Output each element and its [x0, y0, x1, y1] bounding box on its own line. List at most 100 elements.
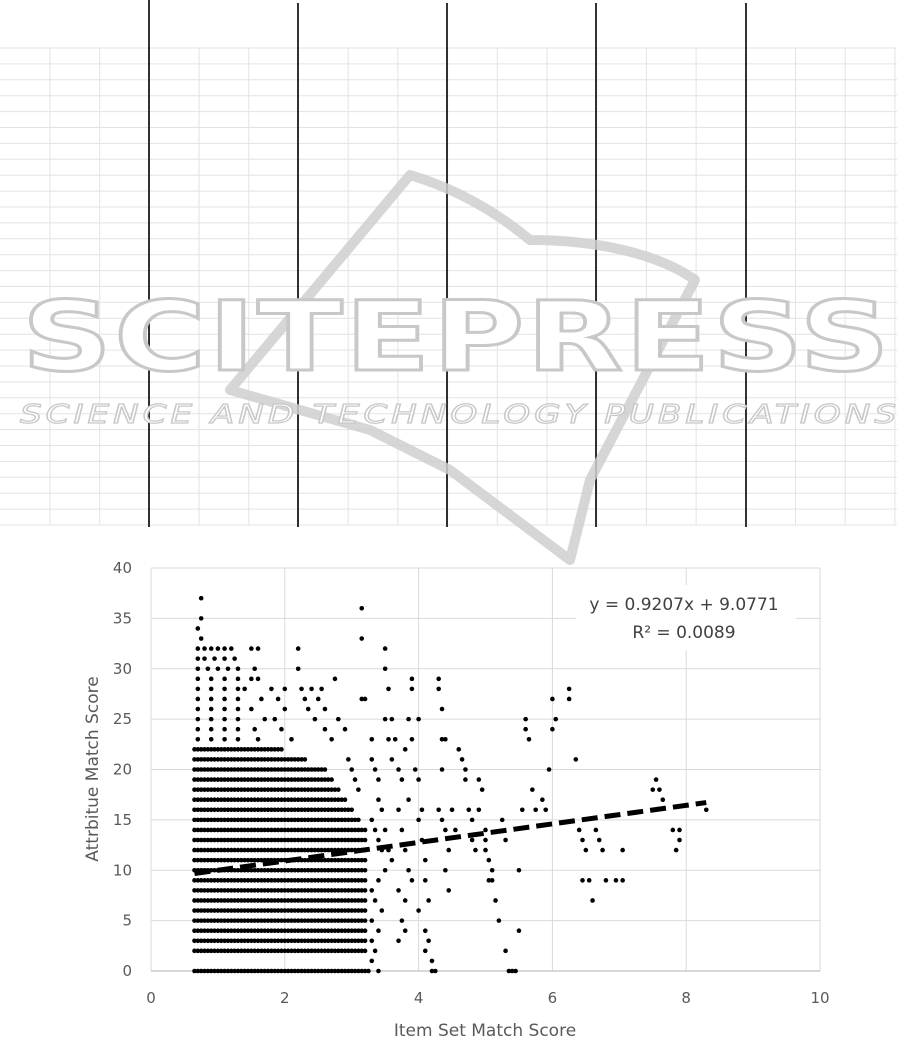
data-points: [192, 595, 709, 974]
data-point: [332, 787, 338, 792]
data-point: [336, 908, 341, 913]
data-point: [192, 928, 197, 933]
data-point: [208, 968, 214, 974]
data-point: [239, 898, 244, 903]
data-point: [279, 888, 284, 893]
data-point: [195, 646, 201, 651]
data-point: [265, 908, 271, 913]
data-point: [262, 918, 268, 923]
data-point: [329, 736, 334, 742]
data-point: [249, 747, 254, 752]
data-point: [319, 837, 324, 843]
data-point: [309, 878, 314, 883]
data-point: [275, 757, 281, 762]
data-point: [245, 837, 251, 843]
data-point: [245, 898, 251, 903]
data-point: [299, 787, 304, 792]
data-point: [342, 928, 348, 933]
data-point: [295, 757, 301, 762]
data-point: [215, 898, 221, 903]
data-point: [600, 847, 605, 853]
data-point: [369, 938, 375, 944]
data-point: [289, 847, 294, 853]
data-point: [332, 837, 338, 843]
data-point: [309, 797, 314, 803]
data-point: [232, 757, 237, 762]
data-point: [232, 767, 237, 772]
data-point: [208, 918, 214, 923]
data-point: [272, 757, 278, 762]
data-point: [402, 898, 408, 903]
data-point: [218, 747, 224, 752]
data-point: [469, 837, 475, 843]
data-point: [342, 898, 348, 903]
data-point: [292, 878, 298, 883]
data-point: [295, 847, 301, 853]
data-point: [192, 817, 197, 823]
data-point: [235, 918, 241, 923]
data-point: [228, 938, 234, 944]
data-point: [319, 948, 324, 954]
data-point: [252, 908, 257, 913]
data-point: [269, 867, 274, 873]
data-point: [225, 847, 231, 853]
data-point: [329, 847, 334, 853]
data-point: [486, 857, 492, 863]
data-point: [225, 807, 231, 813]
data-point: [212, 757, 217, 762]
data-point: [222, 817, 227, 823]
data-point: [232, 787, 237, 792]
data-point: [225, 938, 231, 944]
data-point: [222, 646, 227, 651]
data-point: [249, 968, 254, 974]
data-point: [406, 867, 411, 873]
data-point: [222, 847, 227, 853]
data-point: [279, 968, 284, 974]
data-point: [332, 878, 338, 883]
data-point: [349, 878, 355, 883]
data-point: [399, 827, 405, 833]
data-point: [282, 867, 288, 873]
data-point: [269, 968, 274, 974]
data-point: [289, 867, 294, 873]
data-point: [252, 847, 257, 853]
data-point: [249, 646, 254, 651]
data-point: [322, 948, 328, 954]
data-point: [205, 777, 211, 782]
data-point: [339, 888, 344, 893]
data-point: [282, 948, 288, 954]
x-tick-label: 0: [146, 989, 156, 1007]
data-point: [583, 847, 589, 853]
data-point: [215, 807, 221, 813]
data-point: [362, 867, 368, 873]
data-point: [202, 878, 207, 883]
data-point: [275, 837, 281, 843]
data-point: [402, 928, 408, 933]
data-point: [322, 706, 328, 712]
data-point: [269, 888, 274, 893]
data-point: [245, 757, 251, 762]
data-point: [215, 857, 221, 863]
data-point: [369, 736, 375, 742]
data-point: [356, 888, 361, 893]
y-axis-title: Attrbitue Match Score: [83, 676, 103, 861]
data-point: [332, 928, 338, 933]
data-point: [202, 646, 207, 651]
data-point: [242, 767, 247, 772]
data-point: [305, 928, 311, 933]
data-point: [279, 777, 284, 782]
data-point: [309, 807, 314, 813]
data-point: [208, 817, 214, 823]
data-point: [269, 898, 274, 903]
data-point: [208, 888, 214, 893]
data-point: [285, 898, 291, 903]
data-point: [295, 918, 301, 923]
data-point: [272, 777, 278, 782]
data-point: [195, 847, 201, 853]
data-point: [339, 918, 344, 923]
data-point: [295, 666, 301, 672]
data-point: [242, 807, 247, 813]
data-point: [295, 807, 301, 813]
data-point: [262, 898, 268, 903]
data-point: [339, 857, 344, 863]
